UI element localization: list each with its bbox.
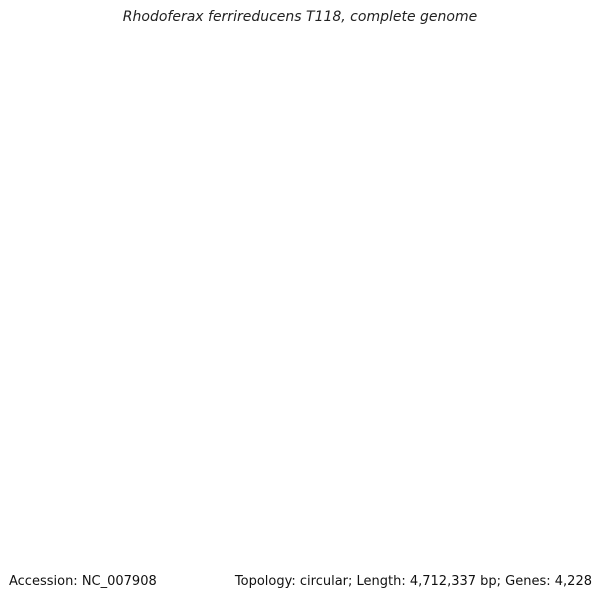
genome-summary-text: Topology: circular; Length: 4,712,337 bp… (234, 574, 592, 589)
map-title: Rhodoferax ferrireducens T118, complete … (122, 9, 478, 25)
accession-text: Accession: NC_007908 (9, 574, 157, 589)
